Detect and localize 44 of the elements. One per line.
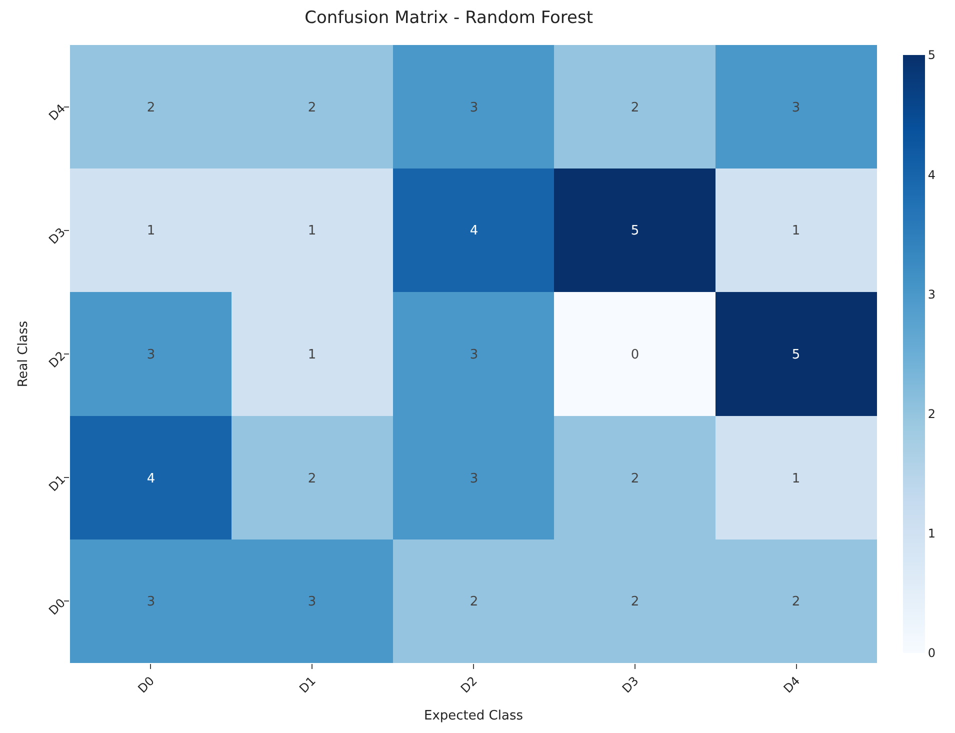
data-label: 3 [792,100,800,116]
x-tick-label: D3 [619,674,642,696]
y-tick-label: D2 [46,348,68,370]
data-label: 1 [146,224,156,239]
chart-title: Confusion Matrix - Random Forest [304,8,594,28]
data-label: 1 [308,348,316,363]
color-bar-label: 3 [928,287,936,302]
data-label: 2 [146,100,156,116]
data-label: 4 [470,224,478,239]
data-label: 0 [630,348,640,363]
data-label: 4 [146,472,156,487]
x-tick-label: D1 [296,674,318,696]
data-label: 2 [630,472,640,487]
y-tick-label: D4 [46,101,68,124]
x-axis-title: Expected Class [424,708,524,724]
color-bar-label: 4 [928,168,936,182]
y-tick-label: D0 [46,596,68,618]
data-label: 3 [308,594,316,610]
data-label: 5 [792,348,800,363]
data-label: 2 [792,594,800,610]
data-label: 3 [470,100,478,116]
x-tick-label: D4 [780,674,803,696]
data-label: 2 [630,594,640,610]
x-tick-label: D2 [458,674,480,696]
data-label: 1 [792,472,800,487]
y-axis-title: Real Class [16,320,32,388]
data-label: 3 [146,594,156,610]
data-label: 3 [470,348,478,363]
data-label: 3 [470,472,478,487]
y-tick-label: D1 [46,472,68,494]
color-bar-label: 5 [928,48,936,62]
color-bar-label: 1 [928,526,936,541]
data-label: 2 [470,594,478,610]
data-label: 2 [308,100,316,116]
data-label: 2 [308,472,316,487]
y-tick-label: D3 [46,225,68,247]
data-label: 3 [146,348,156,363]
data-label: 1 [792,224,800,239]
x-tick-label: D0 [135,674,158,696]
color-bar-label: 2 [928,407,936,421]
color-bar-label: 0 [928,646,936,660]
data-label: 1 [308,224,316,239]
data-label: 5 [630,224,640,239]
data-label: 2 [630,100,640,116]
